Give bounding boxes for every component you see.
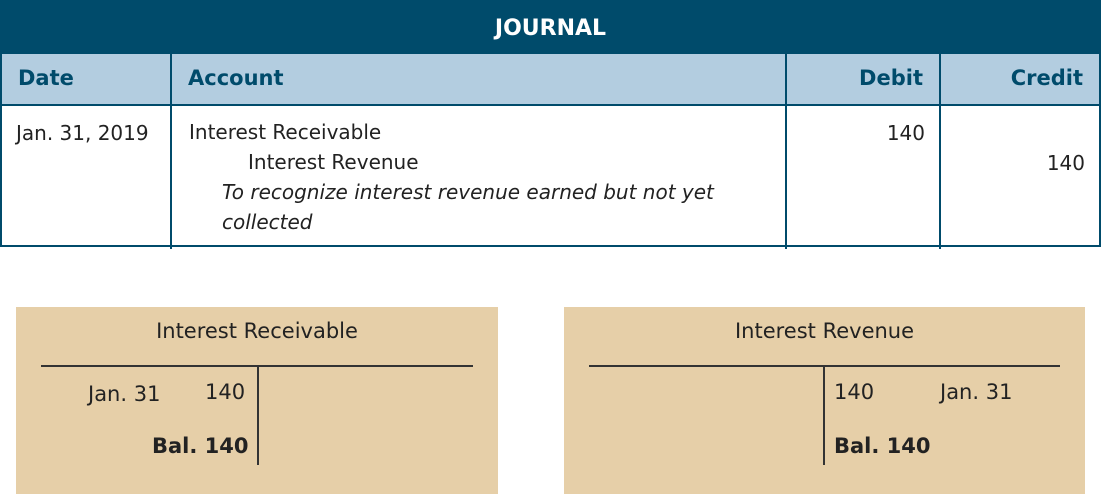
entry-date: Jan. 31, 2019: [2, 106, 172, 249]
journal-title: JOURNAL: [2, 2, 1099, 54]
credit-date: Jan. 31: [940, 380, 1013, 404]
balance: Bal. 140: [152, 434, 249, 458]
t-vertical-line: [823, 365, 825, 465]
t-account-interest-receivable: Interest Receivable Jan. 31 140 Bal. 140: [16, 307, 498, 494]
entry-accounts: Interest Receivable Interest Revenue To …: [172, 106, 787, 249]
t-horizontal-line: [589, 365, 1060, 367]
credit-amount: 140: [1046, 151, 1085, 175]
journal-table: JOURNAL Date Account Debit Credit Jan. 3…: [0, 0, 1101, 249]
t-vertical-line: [257, 365, 259, 465]
memo-italic: To recognize: [222, 180, 348, 204]
credit-amount: 140: [834, 380, 875, 404]
header-date: Date: [2, 54, 172, 104]
header-credit: Credit: [1010, 66, 1083, 90]
entry-credit: 140: [941, 106, 1099, 249]
balance: Bal. 140: [834, 434, 931, 458]
t-account-interest-revenue: Interest Revenue 140 Jan. 31 Bal. 140: [564, 307, 1085, 494]
memo-text: interest revenue earned but not yet coll…: [222, 180, 714, 234]
entry-debit: 140: [787, 106, 941, 249]
debit-account: Interest Receivable: [189, 120, 382, 144]
journal-entry-row: Jan. 31, 2019 Interest Receivable Intere…: [2, 106, 1099, 249]
journal-header-row: Date Account Debit Credit: [2, 54, 1099, 106]
credit-account: Interest Revenue: [248, 150, 419, 174]
debit-date: Jan. 31: [88, 382, 161, 406]
header-account: Account: [172, 54, 787, 104]
debit-amount: 140: [205, 380, 246, 404]
header-debit: Debit: [787, 54, 941, 104]
t-account-title: Interest Revenue: [734, 319, 915, 343]
entry-memo: To recognize interest revenue earned but…: [186, 177, 771, 237]
t-account-title: Interest Receivable: [156, 319, 358, 343]
